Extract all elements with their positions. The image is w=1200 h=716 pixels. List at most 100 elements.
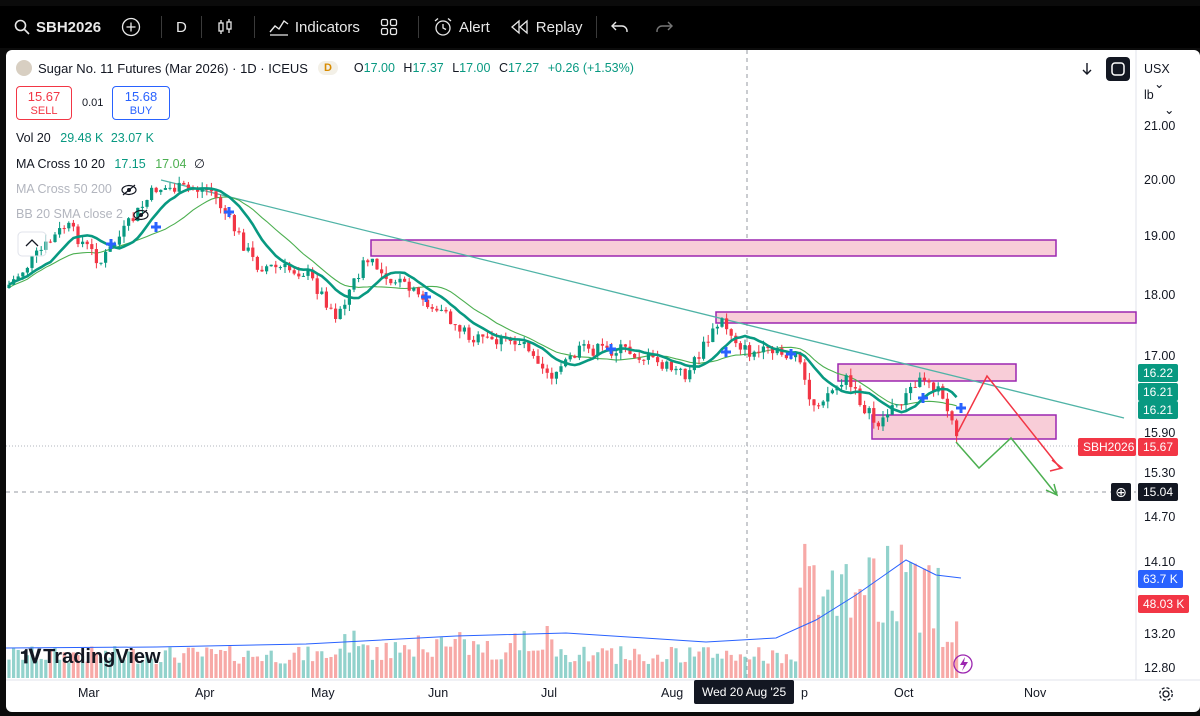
currency-selector[interactable]: USX ⌄ — [1144, 62, 1186, 91]
volume-bar — [895, 621, 899, 678]
cross-marker-icon — [421, 292, 431, 302]
volume-bar — [283, 663, 287, 678]
crosshair-date-label: Wed 20 Aug '25 — [694, 680, 795, 704]
unit-selector[interactable]: lb ⌄ — [1144, 88, 1186, 117]
ma-cross-legend[interactable]: MA Cross 10 20 17.15 17.04 ∅ — [16, 156, 205, 171]
volume-bar — [697, 651, 701, 678]
zone-rectangle[interactable] — [837, 363, 1017, 382]
volume-bar — [338, 648, 342, 678]
ma-fast-value: 17.15 — [114, 157, 146, 171]
buy-button[interactable]: 15.68 BUY — [112, 86, 170, 120]
volume-bar — [44, 659, 48, 678]
layouts-button[interactable] — [370, 6, 414, 48]
volume-bar — [476, 644, 480, 678]
alarm-clock-icon — [434, 18, 452, 36]
volume-bar — [412, 656, 416, 678]
candle-body — [196, 189, 200, 192]
zone-rectangle[interactable] — [370, 239, 1057, 257]
candlesticks — [7, 176, 959, 443]
interval-button[interactable]: D — [166, 6, 197, 48]
volume-bar — [909, 562, 913, 678]
volume-bar — [329, 656, 333, 678]
cross-marker-icon — [151, 222, 161, 232]
volume-bar — [444, 646, 448, 678]
candle-body — [16, 276, 20, 280]
volume-bar — [311, 661, 315, 678]
volume-bar — [550, 639, 554, 678]
candle-body — [651, 354, 655, 358]
price-tick: 12.80 — [1144, 661, 1176, 675]
hidden-eye-icon[interactable] — [132, 209, 149, 221]
volume-bar — [21, 659, 25, 678]
candle-body — [582, 344, 586, 346]
events-icon[interactable] — [953, 654, 973, 674]
volume-bar — [656, 654, 660, 678]
ma-cross-50-200-label: MA Cross 50 200 — [16, 182, 112, 196]
settings-button[interactable] — [1158, 686, 1174, 705]
candle-body — [251, 247, 255, 257]
zone-rectangle[interactable] — [715, 311, 1137, 324]
volume-bar — [357, 646, 361, 678]
symbol-search-button[interactable]: SBH2026 — [0, 6, 111, 48]
volume-bar — [462, 639, 466, 678]
volume-bar — [324, 657, 328, 678]
gear-icon — [1159, 687, 1173, 701]
chevron-down-icon: ⌄ — [1154, 77, 1165, 91]
candle-body — [702, 341, 706, 359]
bullish-projection-path[interactable] — [955, 436, 1057, 495]
trend-line[interactable] — [160, 179, 1125, 419]
volume-bar — [651, 658, 655, 678]
volume-bar — [738, 654, 742, 678]
sync-button[interactable] — [1106, 57, 1130, 81]
candle-body — [476, 334, 480, 343]
volume-bar — [12, 648, 16, 678]
ma-cross-50-200-legend[interactable]: MA Cross 50 200 — [16, 182, 137, 196]
volume-bar — [435, 639, 439, 678]
candle-body — [853, 387, 857, 389]
volume-legend[interactable]: Vol 20 29.48 K 23.07 K — [16, 131, 154, 145]
cross-marker-icon — [106, 239, 116, 249]
volume-bar — [858, 588, 862, 678]
volume-bar — [389, 658, 393, 678]
volume-bar — [927, 565, 931, 678]
chart-pane[interactable]: Sugar No. 11 Futures (Mar 2026) · 1D · I… — [6, 50, 1200, 712]
bb-legend[interactable]: BB 20 SMA close 2 — [16, 207, 149, 221]
volume-bar — [876, 621, 880, 678]
indicators-button[interactable]: Indicators — [259, 6, 370, 48]
tradingview-logo[interactable]: 𝟏𝐕 TradingView — [20, 646, 161, 669]
candle-body — [274, 264, 278, 268]
candle-body — [338, 308, 342, 319]
volume-bar — [863, 595, 867, 678]
chart-title[interactable]: Sugar No. 11 Futures (Mar 2026) · 1D · I… — [38, 60, 308, 76]
redo-button[interactable] — [645, 6, 689, 48]
collapse-legend-button[interactable] — [17, 231, 47, 257]
add-alert-button[interactable]: ⊕ — [1111, 483, 1131, 501]
candle-body — [876, 422, 880, 427]
replay-button[interactable]: Replay — [500, 6, 593, 48]
volume-bar — [269, 650, 273, 678]
volume-bar — [582, 646, 586, 678]
compare-symbol-button[interactable] — [111, 6, 157, 48]
collapse-chevron-icon[interactable] — [25, 239, 39, 247]
alert-button[interactable]: Alert — [423, 6, 500, 48]
ma-20-line — [8, 196, 957, 407]
volume-bar — [301, 660, 305, 678]
time-tick: Oct — [894, 686, 914, 700]
price-chart-canvas[interactable] — [6, 50, 1200, 712]
open-label: O — [353, 61, 364, 75]
candle-body — [577, 345, 581, 358]
candle-body — [646, 354, 650, 360]
bearish-projection-path[interactable] — [957, 374, 1061, 469]
candle-body — [232, 215, 236, 232]
volume-bar — [76, 655, 80, 678]
candle-body — [674, 368, 678, 371]
chart-type-button[interactable] — [206, 6, 250, 48]
download-button[interactable] — [1081, 62, 1093, 79]
candle-body — [720, 318, 724, 327]
candle-body — [416, 287, 420, 295]
undo-button[interactable] — [601, 6, 645, 48]
sell-button[interactable]: 15.67 SELL — [16, 86, 72, 120]
hidden-eye-icon[interactable] — [121, 184, 137, 196]
time-tick: Aug — [661, 686, 684, 700]
candle-body — [39, 249, 43, 251]
